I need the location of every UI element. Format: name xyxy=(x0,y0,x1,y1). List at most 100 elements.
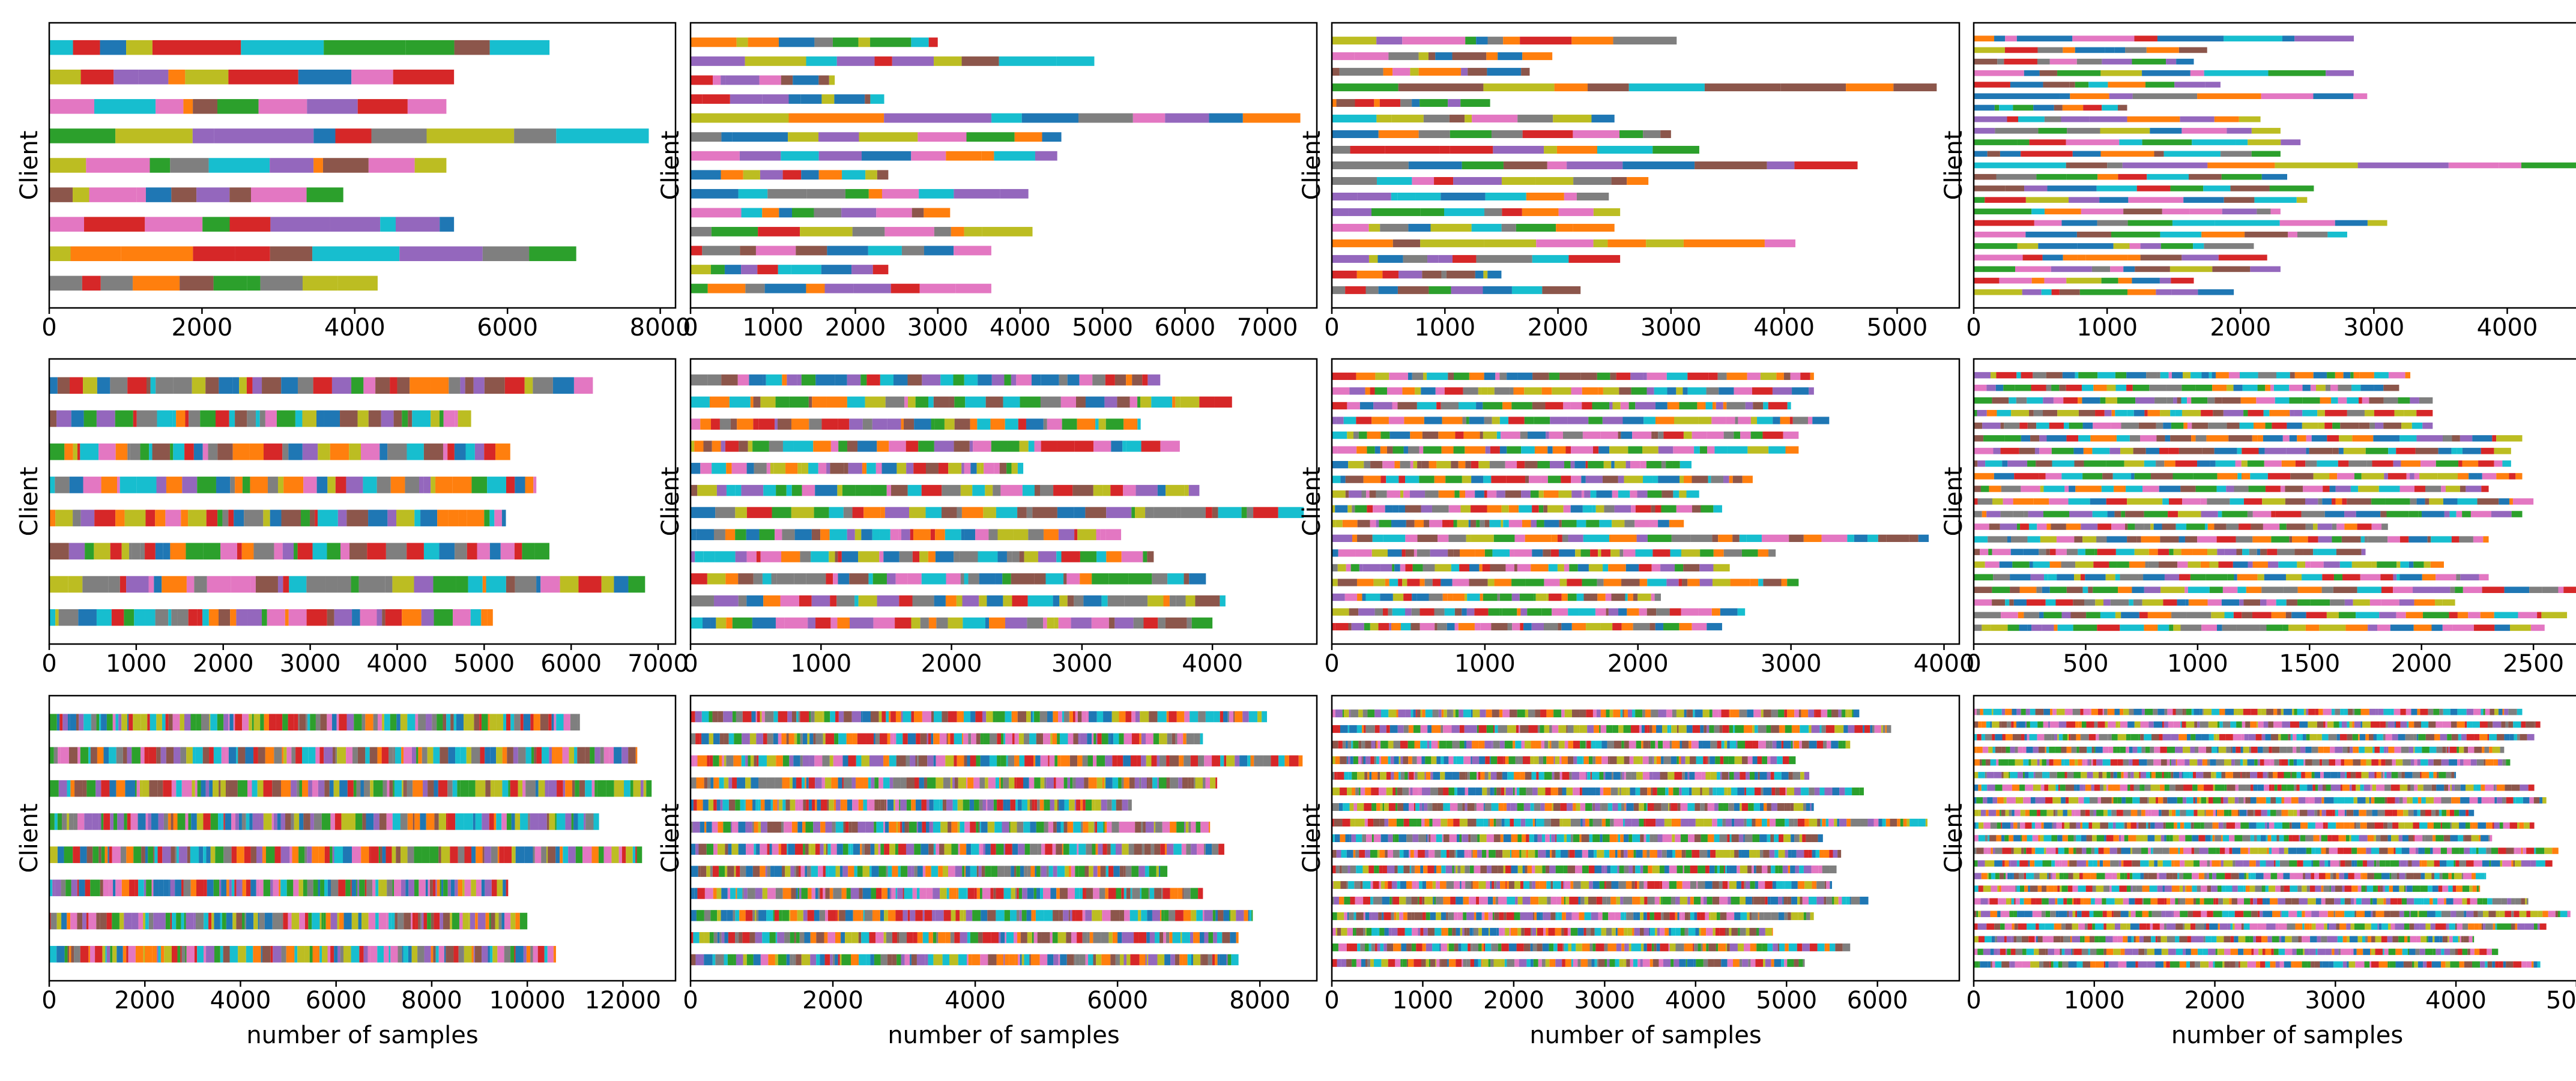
bar-segment-client-2 xyxy=(932,910,936,921)
bar-segment-client-2 xyxy=(756,910,759,921)
bar-segment-client-6 xyxy=(922,821,927,833)
bar-segment-client-8 xyxy=(969,441,973,452)
bar-segment-client-8 xyxy=(152,40,241,55)
bar-segment-client-5 xyxy=(1253,507,1278,519)
bar-segment-client-10 xyxy=(1117,396,1130,408)
bar-segment-client-7 xyxy=(504,377,525,394)
bar-segment-client-1 xyxy=(385,576,393,593)
bar-segment-client-3 xyxy=(767,888,776,899)
bar-segment-client-2 xyxy=(153,879,159,897)
bar-segment-client-3 xyxy=(912,888,917,899)
bar-segment-client-15 xyxy=(1435,52,1453,61)
bar-segment-client-10 xyxy=(2342,498,2347,505)
bar-segment-client-2 xyxy=(437,879,440,897)
bar-segment-client-9 xyxy=(2013,511,2024,517)
bar-segment-client-6 xyxy=(245,747,254,764)
bar-segment-client-8 xyxy=(985,777,988,789)
bar-segment-client-9 xyxy=(2000,511,2013,517)
bar-segment-client-3 xyxy=(190,846,199,863)
bar-segment-client-3 xyxy=(222,510,229,526)
bar-segment-client-0 xyxy=(49,276,82,291)
bar-segment-client-13 xyxy=(2494,460,2503,467)
bar-segment-client-1 xyxy=(691,265,711,274)
bar-segment-client-6 xyxy=(88,747,91,764)
x-tick-label: 0 xyxy=(683,314,698,342)
bar-segment-client-8 xyxy=(1139,777,1141,789)
bar-segment-client-3 xyxy=(859,888,863,899)
bar-segment-client-16 xyxy=(2375,423,2384,429)
bar-segment-client-7 xyxy=(2308,536,2318,543)
bar-segment-client-7 xyxy=(165,714,169,731)
bar-segment-client-11 xyxy=(2441,486,2446,492)
bar-segment-client-8 xyxy=(889,777,893,789)
bar-segment-client-10 xyxy=(2416,498,2425,505)
bar-segment-client-5 xyxy=(2075,561,2094,568)
bar-segment-client-5 xyxy=(86,780,96,797)
bar-segment-client-3 xyxy=(891,888,896,899)
bar-segment-client-2 xyxy=(707,573,726,585)
bar-segment-client-8 xyxy=(2313,523,2318,530)
bar-segment-client-8 xyxy=(1126,441,1141,452)
bar-segment-client-3 xyxy=(318,846,325,863)
bar-segment-client-5 xyxy=(1985,561,2000,568)
bar-segment-client-7 xyxy=(712,463,727,474)
bar-segment-client-5 xyxy=(928,843,934,855)
bar-segment-client-7 xyxy=(884,799,887,811)
bar-segment-client-13 xyxy=(2366,460,2372,467)
bar-segment-client-13 xyxy=(1628,83,1705,92)
bar-segment-client-0 xyxy=(56,945,65,963)
bar-segment-client-3 xyxy=(876,888,882,899)
bar-segment-client-4 xyxy=(1651,564,1661,572)
bar-segment-client-1 xyxy=(922,932,929,944)
x-tick-label: 10000 xyxy=(489,987,566,1014)
bar-segment-client-4 xyxy=(196,813,204,830)
bar-segment-client-1 xyxy=(82,912,86,930)
bar-segment-client-2 xyxy=(2009,599,2014,606)
bar-segment-client-18 xyxy=(2240,397,2257,404)
bar-segment-client-8 xyxy=(1084,777,1089,789)
bar-segment-client-11 xyxy=(1553,115,1592,123)
bar-segment-client-6 xyxy=(2097,220,2128,226)
bar-segment-client-2 xyxy=(1611,593,1625,601)
bar-segment-client-3 xyxy=(1424,579,1433,586)
bar-segment-client-12 xyxy=(1507,446,1522,454)
bar-segment-client-7 xyxy=(1561,520,1577,528)
bar-segment-client-0 xyxy=(2413,624,2432,631)
bar-segment-client-16 xyxy=(2383,423,2402,429)
bar-segment-client-5 xyxy=(1041,843,1045,855)
bar-segment-client-7 xyxy=(915,799,922,811)
bar-segment-client-1 xyxy=(61,912,67,930)
bar-segment-client-17 xyxy=(2043,409,2058,417)
bar-segment-client-0 xyxy=(1130,954,1140,966)
bar-segment-client-2 xyxy=(138,879,144,897)
bar-segment-client-10 xyxy=(2305,498,2318,505)
bar-segment-client-4 xyxy=(101,477,117,493)
bar-segment-client-7 xyxy=(133,714,141,731)
bar-segment-client-0 xyxy=(1148,954,1158,966)
bar-segment-client-0 xyxy=(2260,624,2267,631)
axes-frame xyxy=(1973,22,2576,309)
bar-segment-client-4 xyxy=(1078,866,1085,877)
bar-segment-client-7 xyxy=(878,799,881,811)
bar-segment-client-6 xyxy=(229,410,235,427)
bar-segment-client-12 xyxy=(999,56,1057,66)
bar-segment-client-1 xyxy=(691,932,694,944)
axes-frame xyxy=(1331,22,1961,309)
bar-segment-client-7 xyxy=(432,714,437,731)
bar-segment-client-7 xyxy=(899,799,901,811)
bar-segment-client-6 xyxy=(1067,821,1074,833)
bar-segment-client-11 xyxy=(978,374,992,386)
bar-segment-client-20 xyxy=(2212,372,2216,379)
bar-segment-client-12 xyxy=(1379,99,1401,107)
bar-segment-client-12 xyxy=(1485,446,1490,454)
bar-segment-client-11 xyxy=(2142,486,2159,492)
bar-segment-client-3 xyxy=(884,227,934,236)
bar-segment-client-11 xyxy=(691,374,708,386)
bar-segment-client-7 xyxy=(479,714,482,731)
y-axis-label: Client xyxy=(16,131,43,200)
bar-segment-client-15 xyxy=(1359,402,1374,410)
bar-segment-client-2 xyxy=(833,573,838,585)
bar-segment-client-8 xyxy=(1134,777,1140,789)
bar-segment-client-0 xyxy=(1164,954,1171,966)
bar-segment-client-5 xyxy=(878,843,881,855)
